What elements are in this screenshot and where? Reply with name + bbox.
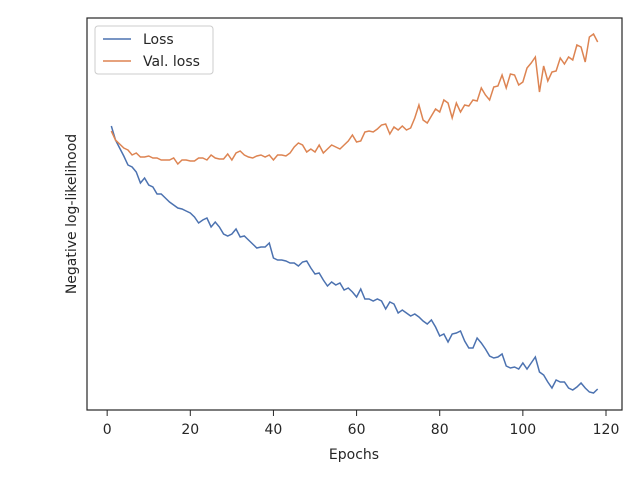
series-line <box>110 32 599 166</box>
x-tick-label: 80 <box>431 422 449 438</box>
x-tick-label: 40 <box>265 422 283 438</box>
y-axis-label: Negative log-likelihood <box>64 134 80 294</box>
x-tick-label: 20 <box>181 422 199 438</box>
series-line <box>110 125 599 394</box>
x-tick-label: 100 <box>509 422 536 438</box>
x-tick-label: 120 <box>593 422 620 438</box>
legend-label: Val. loss <box>143 54 200 70</box>
plot-frame <box>86 17 623 411</box>
x-tick-label: 0 <box>103 422 112 438</box>
x-tick-label: 60 <box>348 422 366 438</box>
legend-label: Loss <box>143 32 174 48</box>
legend-box <box>94 25 214 75</box>
x-axis-label: Epochs <box>329 447 379 463</box>
